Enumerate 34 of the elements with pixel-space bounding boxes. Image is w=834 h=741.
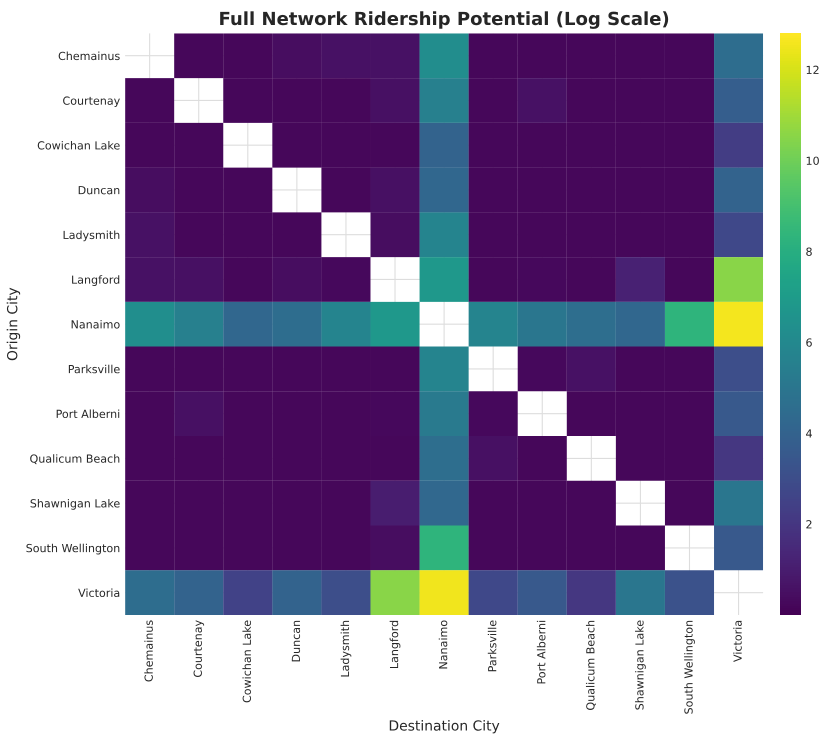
y-tick-label: Duncan	[78, 186, 120, 194]
y-tick-label: Chemainus	[58, 51, 120, 60]
x-axis-title: Destination City	[390, 720, 500, 734]
chart-title: Full Network Ridership Potential (Log Scale)	[220, 11, 668, 29]
x-tick-label: Shawnigan Lake	[635, 620, 646, 710]
y-tick-label: Port Alberni	[56, 409, 120, 418]
x-tick-label: Parksville	[488, 620, 496, 672]
y-tick-label: Qualicum Beach	[30, 454, 120, 464]
color-bar-label: 2	[806, 520, 812, 528]
y-tick-label: Cowichan Lake	[38, 140, 120, 150]
y-tick-label: Victoria	[78, 588, 120, 598]
y-axis-title: Origin City	[6, 288, 20, 360]
color-bar-label: 4	[806, 429, 812, 438]
color-bar-label: 12	[806, 66, 819, 74]
x-tick-label: Qualicum Beach	[586, 620, 596, 710]
color-bar-label: 6	[806, 338, 812, 347]
y-tick-label: Ladysmith	[64, 230, 120, 242]
x-tick-label: Ladysmith	[340, 620, 352, 677]
x-tick-label: Courtenay	[194, 620, 204, 678]
color-bar-label: 8	[806, 247, 812, 256]
x-tick-label: Duncan	[292, 620, 300, 662]
color-bar-label: 10	[806, 156, 819, 165]
y-tick-label: Langford	[72, 275, 120, 286]
x-tick-label: Nanaimo	[438, 620, 448, 668]
x-tick-label: Port Alberni	[536, 620, 546, 684]
y-tick-label: South Wellington	[26, 544, 120, 554]
y-tick-label: Courtenay	[63, 96, 120, 107]
y-tick-label: Nanaimo	[72, 320, 120, 329]
y-tick-label: Shawnigan Lake	[30, 498, 120, 510]
y-tick-label: Parksville	[68, 364, 120, 374]
x-tick-label: Victoria	[733, 620, 742, 662]
x-tick-label: Cowichan Lake	[242, 620, 252, 702]
x-tick-label: Langford	[390, 620, 400, 668]
x-tick-label: South Wellington	[684, 620, 695, 714]
